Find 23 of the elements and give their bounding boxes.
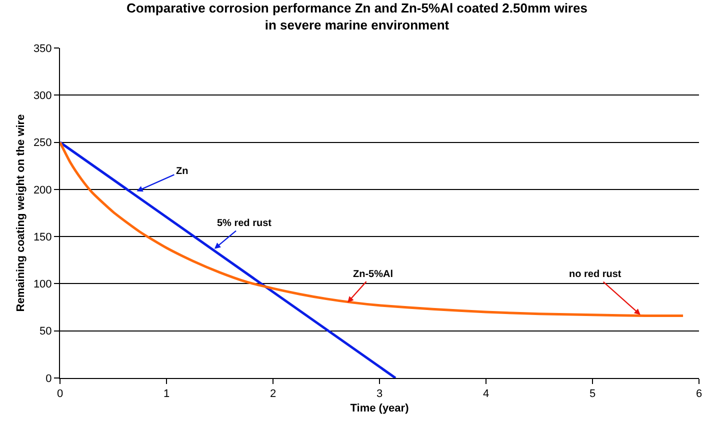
x-tick-label: 3 bbox=[376, 388, 383, 400]
y-tick-label: 250 bbox=[33, 137, 52, 150]
annotation: Zn bbox=[176, 166, 188, 177]
chart-title: Comparative corrosion performance Zn and Zn-5%Al coated 2.50mm wires in severe marine environment bbox=[126, 0, 588, 33]
annotation: no red rust bbox=[569, 269, 622, 280]
y-tick-label: 350 bbox=[33, 42, 52, 55]
y-tick-label: 50 bbox=[40, 326, 52, 338]
line-series bbox=[60, 141, 684, 318]
y-tick-label: 0 bbox=[46, 372, 52, 385]
x-tick-label: 4 bbox=[482, 388, 490, 400]
x-axis-title: Time (year) bbox=[350, 402, 410, 414]
x-tick-label: 6 bbox=[696, 388, 702, 400]
annotation: 5% red rust bbox=[217, 218, 272, 229]
annotation: Zn-5%Al bbox=[353, 269, 394, 280]
y-tick-label: 150 bbox=[33, 231, 52, 244]
x-tick-label: 2 bbox=[270, 388, 276, 400]
y-tick-label: 200 bbox=[33, 184, 52, 196]
y-axis-title: Remaining coating weight on the wire bbox=[15, 114, 28, 312]
y-tick-label: 300 bbox=[33, 90, 52, 102]
x-tick-label: 5 bbox=[589, 388, 596, 400]
x-tick-label: 0 bbox=[56, 388, 64, 400]
y-tick-label: 100 bbox=[33, 278, 52, 291]
x-tick-label: 1 bbox=[163, 388, 170, 400]
